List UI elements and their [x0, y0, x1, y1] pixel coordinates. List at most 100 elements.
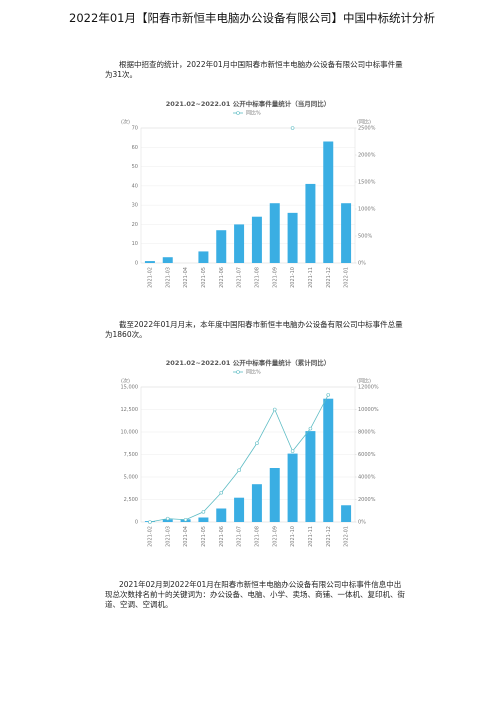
y2-tick-label: 500%	[358, 234, 373, 240]
y2-tick-label: 0%	[358, 261, 366, 267]
x-tick-label: 2021-10	[290, 526, 296, 547]
y-tick-label: 0	[135, 520, 138, 526]
bar	[144, 261, 155, 263]
paragraph: 截至2022年01月月末，本年度中国阳春市新恒丰电脑办公设备有限公司中标事件总量…	[105, 320, 403, 339]
bar	[323, 398, 334, 522]
y-axis-label: (次)	[121, 119, 130, 126]
x-tick-label: 2021-12	[326, 267, 332, 288]
line-marker	[255, 441, 259, 446]
line-marker	[272, 407, 277, 412]
x-tick-label: 2021-03	[165, 526, 171, 547]
x-tick-label: 2021-07	[237, 267, 243, 288]
bar	[305, 431, 316, 522]
x-tick-label: 2021-06	[219, 526, 225, 547]
bar	[162, 257, 173, 263]
line-marker	[290, 126, 295, 130]
chart-title: 2021.02~2022.01 公开中标事件量统计（当月同比）	[166, 99, 330, 108]
x-tick-label: 2021-11	[308, 526, 314, 547]
y2-tick-label: 2000%	[358, 153, 376, 159]
y-tick-label: 10,000	[121, 430, 139, 436]
line-marker	[165, 516, 170, 521]
doc-title: 2022年01月【阳春市新恒丰电脑办公设备有限公司】中国中标统计分析	[69, 11, 435, 25]
y-tick-label: 40	[132, 183, 138, 189]
bar	[216, 508, 227, 522]
paragraph: 2021年02月到2022年01月在阳春市新恒丰电脑办公设备有限公司中标事件信息…	[105, 580, 405, 609]
y-tick-label: 7,500	[124, 452, 138, 458]
x-tick-label: 2021-02	[147, 267, 153, 288]
x-tick-label: 2021-02	[147, 526, 153, 547]
y2-tick-label: 0%	[358, 520, 366, 526]
chart: 2021.02~2022.01 公开中标事件量统计（累计同比） 同比% (次) (同比…	[121, 358, 379, 547]
x-tick-label: 2021-04	[183, 267, 189, 288]
bar	[341, 203, 352, 263]
y-tick-label: 60	[132, 145, 138, 151]
y-tick-label: 50	[132, 164, 138, 170]
line-marker	[219, 490, 224, 495]
y2-axis-label: (同比)	[357, 119, 371, 126]
y2-tick-label: 10000%	[358, 407, 379, 413]
bar	[234, 497, 245, 522]
plot-frame	[140, 127, 356, 264]
bar	[251, 216, 262, 263]
y2-axis-label: (同比)	[357, 378, 371, 385]
bar	[162, 519, 173, 522]
y2-tick-label: 6000%	[358, 452, 376, 458]
y2-tick-label: 1000%	[358, 207, 376, 213]
chart: 2021.02~2022.01 公开中标事件量统计（当月同比） 同比% (次) (同比…	[121, 99, 376, 288]
y2-tick-label: 2500%	[358, 126, 376, 132]
y-tick-label: 5,000	[124, 475, 138, 481]
line-marker	[308, 426, 313, 431]
x-tick-label: 2021-12	[326, 526, 332, 547]
x-tick-label: 2021-10	[290, 267, 296, 288]
y2-tick-label: 4000%	[358, 475, 376, 481]
paragraph: 根据中招查的统计，2022年01月中国阳春市新恒丰电脑办公设备有限公司中标事件量…	[105, 60, 403, 79]
line-marker	[201, 510, 206, 514]
line-marker	[183, 517, 188, 522]
y2-tick-label: 8000%	[358, 430, 376, 436]
legend-label: 同比%	[246, 369, 261, 376]
y2-tick-label: 12000%	[358, 385, 379, 391]
y-tick-label: 70	[132, 126, 138, 132]
x-tick-label: 2021-05	[201, 267, 207, 288]
bar	[198, 517, 209, 522]
x-tick-label: 2021-03	[165, 267, 171, 288]
x-tick-label: 2022-01	[344, 267, 350, 288]
legend-marker	[236, 111, 240, 115]
x-tick-label: 2021-08	[254, 526, 260, 547]
bar	[323, 141, 334, 263]
bar	[234, 224, 245, 263]
line-marker	[148, 520, 152, 524]
y-axis-label: (次)	[121, 378, 130, 385]
line-marker	[290, 449, 295, 453]
bar	[269, 468, 280, 522]
bar	[269, 203, 280, 263]
y-tick-label: 0	[135, 261, 138, 267]
legend-marker	[236, 370, 240, 374]
bar	[198, 251, 209, 263]
y-tick-label: 10	[132, 241, 138, 247]
y-tick-label: 2,500	[124, 497, 138, 503]
legend-label: 同比%	[246, 110, 261, 117]
y2-tick-label: 2000%	[358, 497, 376, 503]
line-marker	[237, 468, 241, 473]
y2-tick-label: 1500%	[358, 180, 376, 186]
bar	[305, 183, 316, 263]
x-tick-label: 2021-09	[272, 267, 278, 288]
bar	[287, 212, 298, 263]
x-tick-label: 2021-09	[272, 526, 278, 547]
y-tick-label: 30	[132, 203, 138, 209]
bar	[251, 484, 262, 522]
x-tick-label: 2021-11	[308, 267, 314, 288]
chart-title: 2021.02~2022.01 公开中标事件量统计（累计同比）	[166, 358, 330, 367]
x-tick-label: 2021-07	[237, 526, 243, 547]
x-tick-label: 2021-06	[219, 267, 225, 288]
y-tick-label: 20	[132, 222, 138, 228]
line-marker	[326, 393, 331, 397]
x-tick-label: 2022-01	[344, 526, 350, 547]
bar	[287, 453, 298, 522]
y-tick-label: 15,000	[121, 385, 139, 391]
plot-frame	[140, 386, 356, 523]
x-tick-label: 2021-05	[201, 526, 207, 547]
bar	[216, 230, 227, 263]
